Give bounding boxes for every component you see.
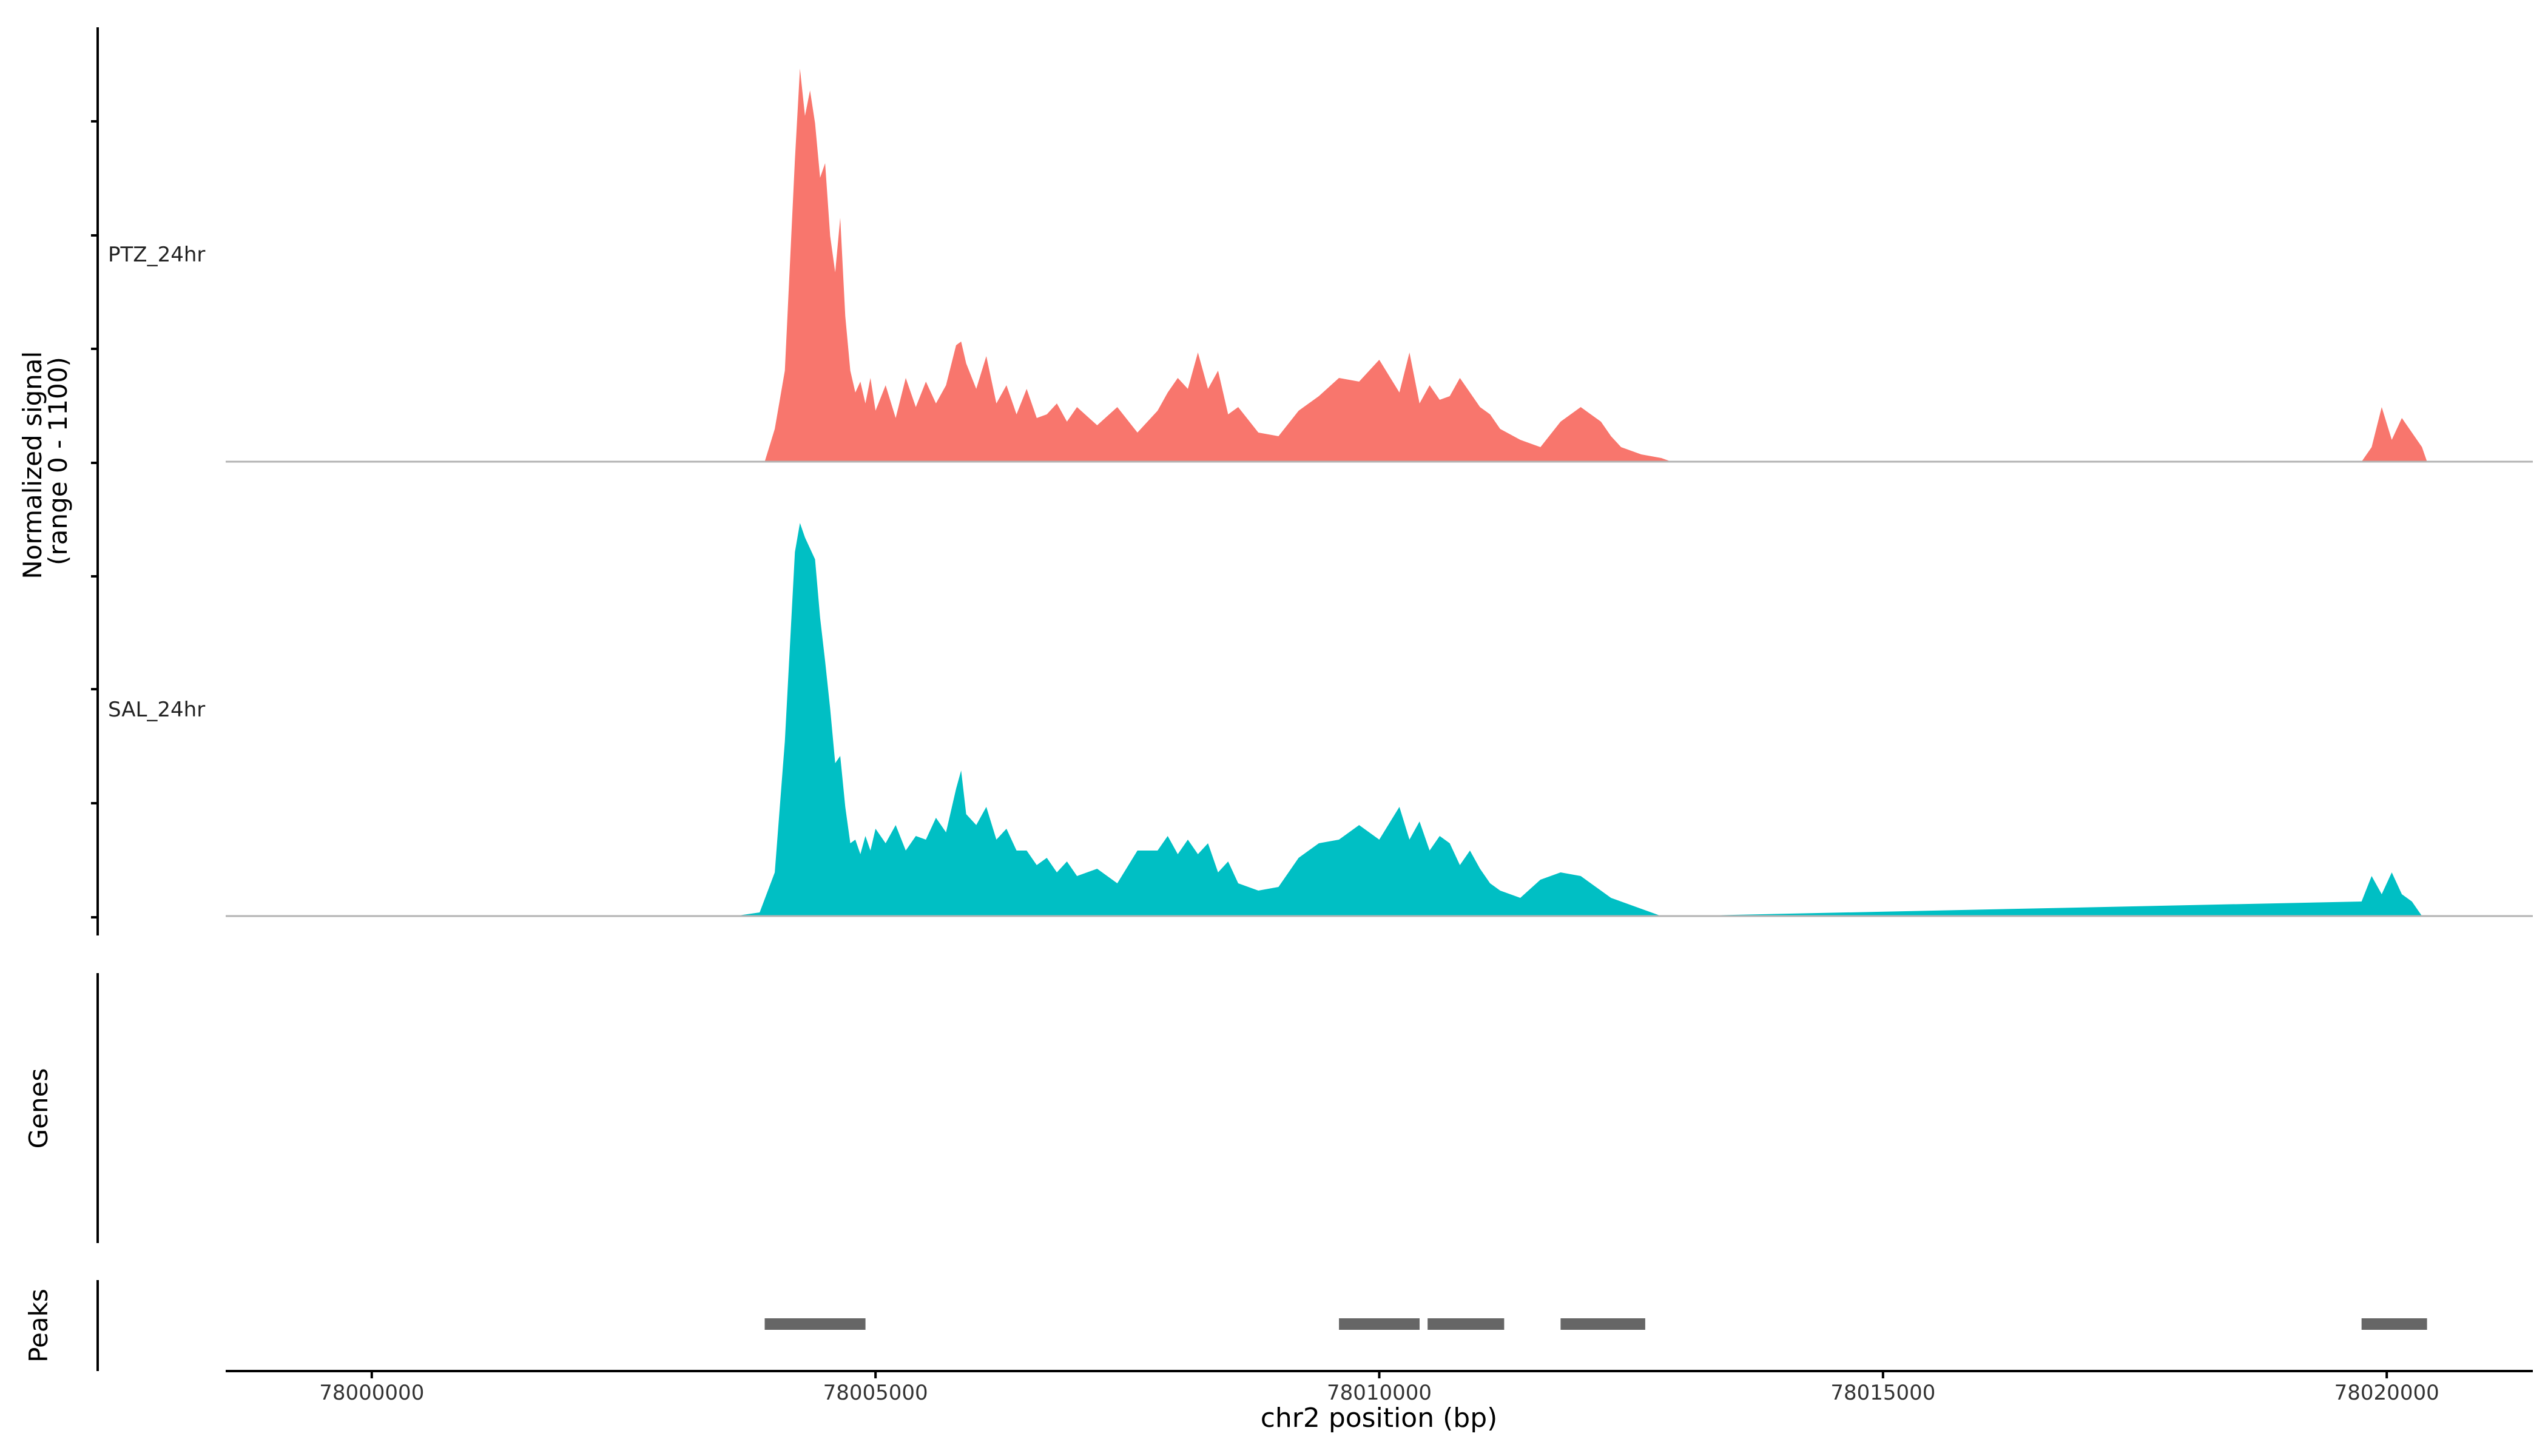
- track-label-sal-24hr: SAL_24hr: [108, 698, 205, 722]
- coverage-area-ptz-24hr: [764, 69, 2427, 462]
- peaks-panel: Peaks: [24, 1280, 2427, 1371]
- coverage-panel: Normalized signal (range 0 - 1100) PTZ_2…: [18, 27, 2533, 935]
- peak-intervals: [764, 1318, 2427, 1330]
- coverage-y-axis-title: Normalized signal (range 0 - 1100): [18, 343, 73, 579]
- x-axis-title: chr2 position (bp): [1261, 1403, 1498, 1434]
- x-tick-label-1: 78005000: [823, 1381, 928, 1405]
- coverage-y-ticks: [91, 120, 98, 918]
- genes-track-label: Genes: [24, 1068, 53, 1149]
- peak-interval-4: [2361, 1318, 2427, 1330]
- peaks-track-label: Peaks: [24, 1289, 53, 1363]
- track-sal-24hr: SAL_24hr: [108, 523, 2533, 917]
- x-axis-ticks: 78000000 78005000 78010000 78015000 78020000: [319, 1371, 2439, 1405]
- genes-panel: Genes: [24, 973, 99, 1243]
- peak-interval-0: [764, 1318, 866, 1330]
- x-tick-label-2: 78010000: [1327, 1381, 1432, 1405]
- coverage-y-axis-title-line1: Normalized signal: [18, 351, 47, 579]
- track-ptz-24hr: PTZ_24hr: [108, 69, 2533, 463]
- coverage-y-axis-title-line2: (range 0 - 1100): [43, 357, 73, 565]
- x-tick-label-0: 78000000: [319, 1381, 424, 1405]
- peak-interval-1: [1339, 1318, 1420, 1330]
- peak-interval-2: [1427, 1318, 1505, 1330]
- coverage-area-sal-24hr: [734, 523, 2427, 916]
- x-tick-label-3: 78015000: [1830, 1381, 1935, 1405]
- track-label-ptz-24hr: PTZ_24hr: [108, 243, 205, 267]
- x-tick-label-4: 78020000: [2334, 1381, 2439, 1405]
- peak-interval-3: [1560, 1318, 1645, 1330]
- x-axis: 78000000 78005000 78010000 78015000 78020000…: [226, 1370, 2533, 1434]
